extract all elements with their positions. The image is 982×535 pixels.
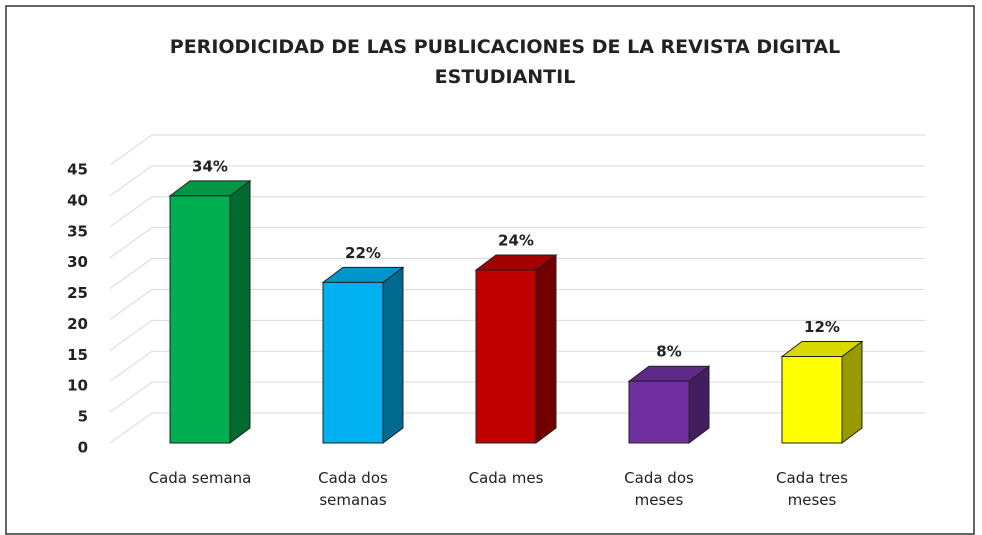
y-tick-label: 0 (78, 439, 88, 457)
grid-line (109, 134, 925, 166)
y-tick-label: 40 (67, 191, 88, 209)
x-tick-label: Cada mes (468, 469, 544, 487)
grid-line (109, 165, 925, 197)
grid-line (109, 227, 925, 259)
y-tick-label: 20 (67, 315, 88, 333)
x-tick-label: Cada dos meses (624, 469, 694, 509)
data-label: 22% (345, 244, 381, 262)
x-tick-label: Cada semana (148, 469, 252, 487)
grid-line (109, 258, 925, 289)
data-label: 12% (804, 318, 840, 336)
bar (322, 281, 384, 444)
y-tick-label: 30 (67, 253, 88, 271)
y-tick-label: 15 (67, 346, 88, 364)
bar-side (535, 254, 557, 444)
bar (475, 269, 537, 444)
bar (781, 356, 843, 444)
grid-line (109, 350, 925, 382)
data-label: 24% (498, 232, 534, 250)
bar-side (382, 266, 404, 444)
chart-title: PERIODICIDAD DE LAS PUBLICACIONES DE LA … (169, 36, 841, 88)
grid-line (109, 288, 925, 320)
grid-line (109, 196, 925, 228)
bar-side (229, 179, 251, 444)
y-tick-label: 35 (67, 222, 88, 240)
bar (169, 195, 231, 444)
bar (628, 380, 690, 444)
bar-side (841, 340, 863, 444)
grid-line (109, 319, 925, 351)
y-tick-label: 45 (67, 161, 88, 179)
data-label: 8% (656, 343, 681, 361)
y-tick-label: 5 (78, 408, 88, 426)
y-tick-label: 25 (67, 284, 88, 302)
x-tick-label: Cada tres meses (776, 469, 848, 509)
x-tick-label: Cada dos semanas (318, 469, 388, 509)
y-tick-label: 10 (67, 377, 88, 395)
data-label: 34% (192, 157, 228, 175)
